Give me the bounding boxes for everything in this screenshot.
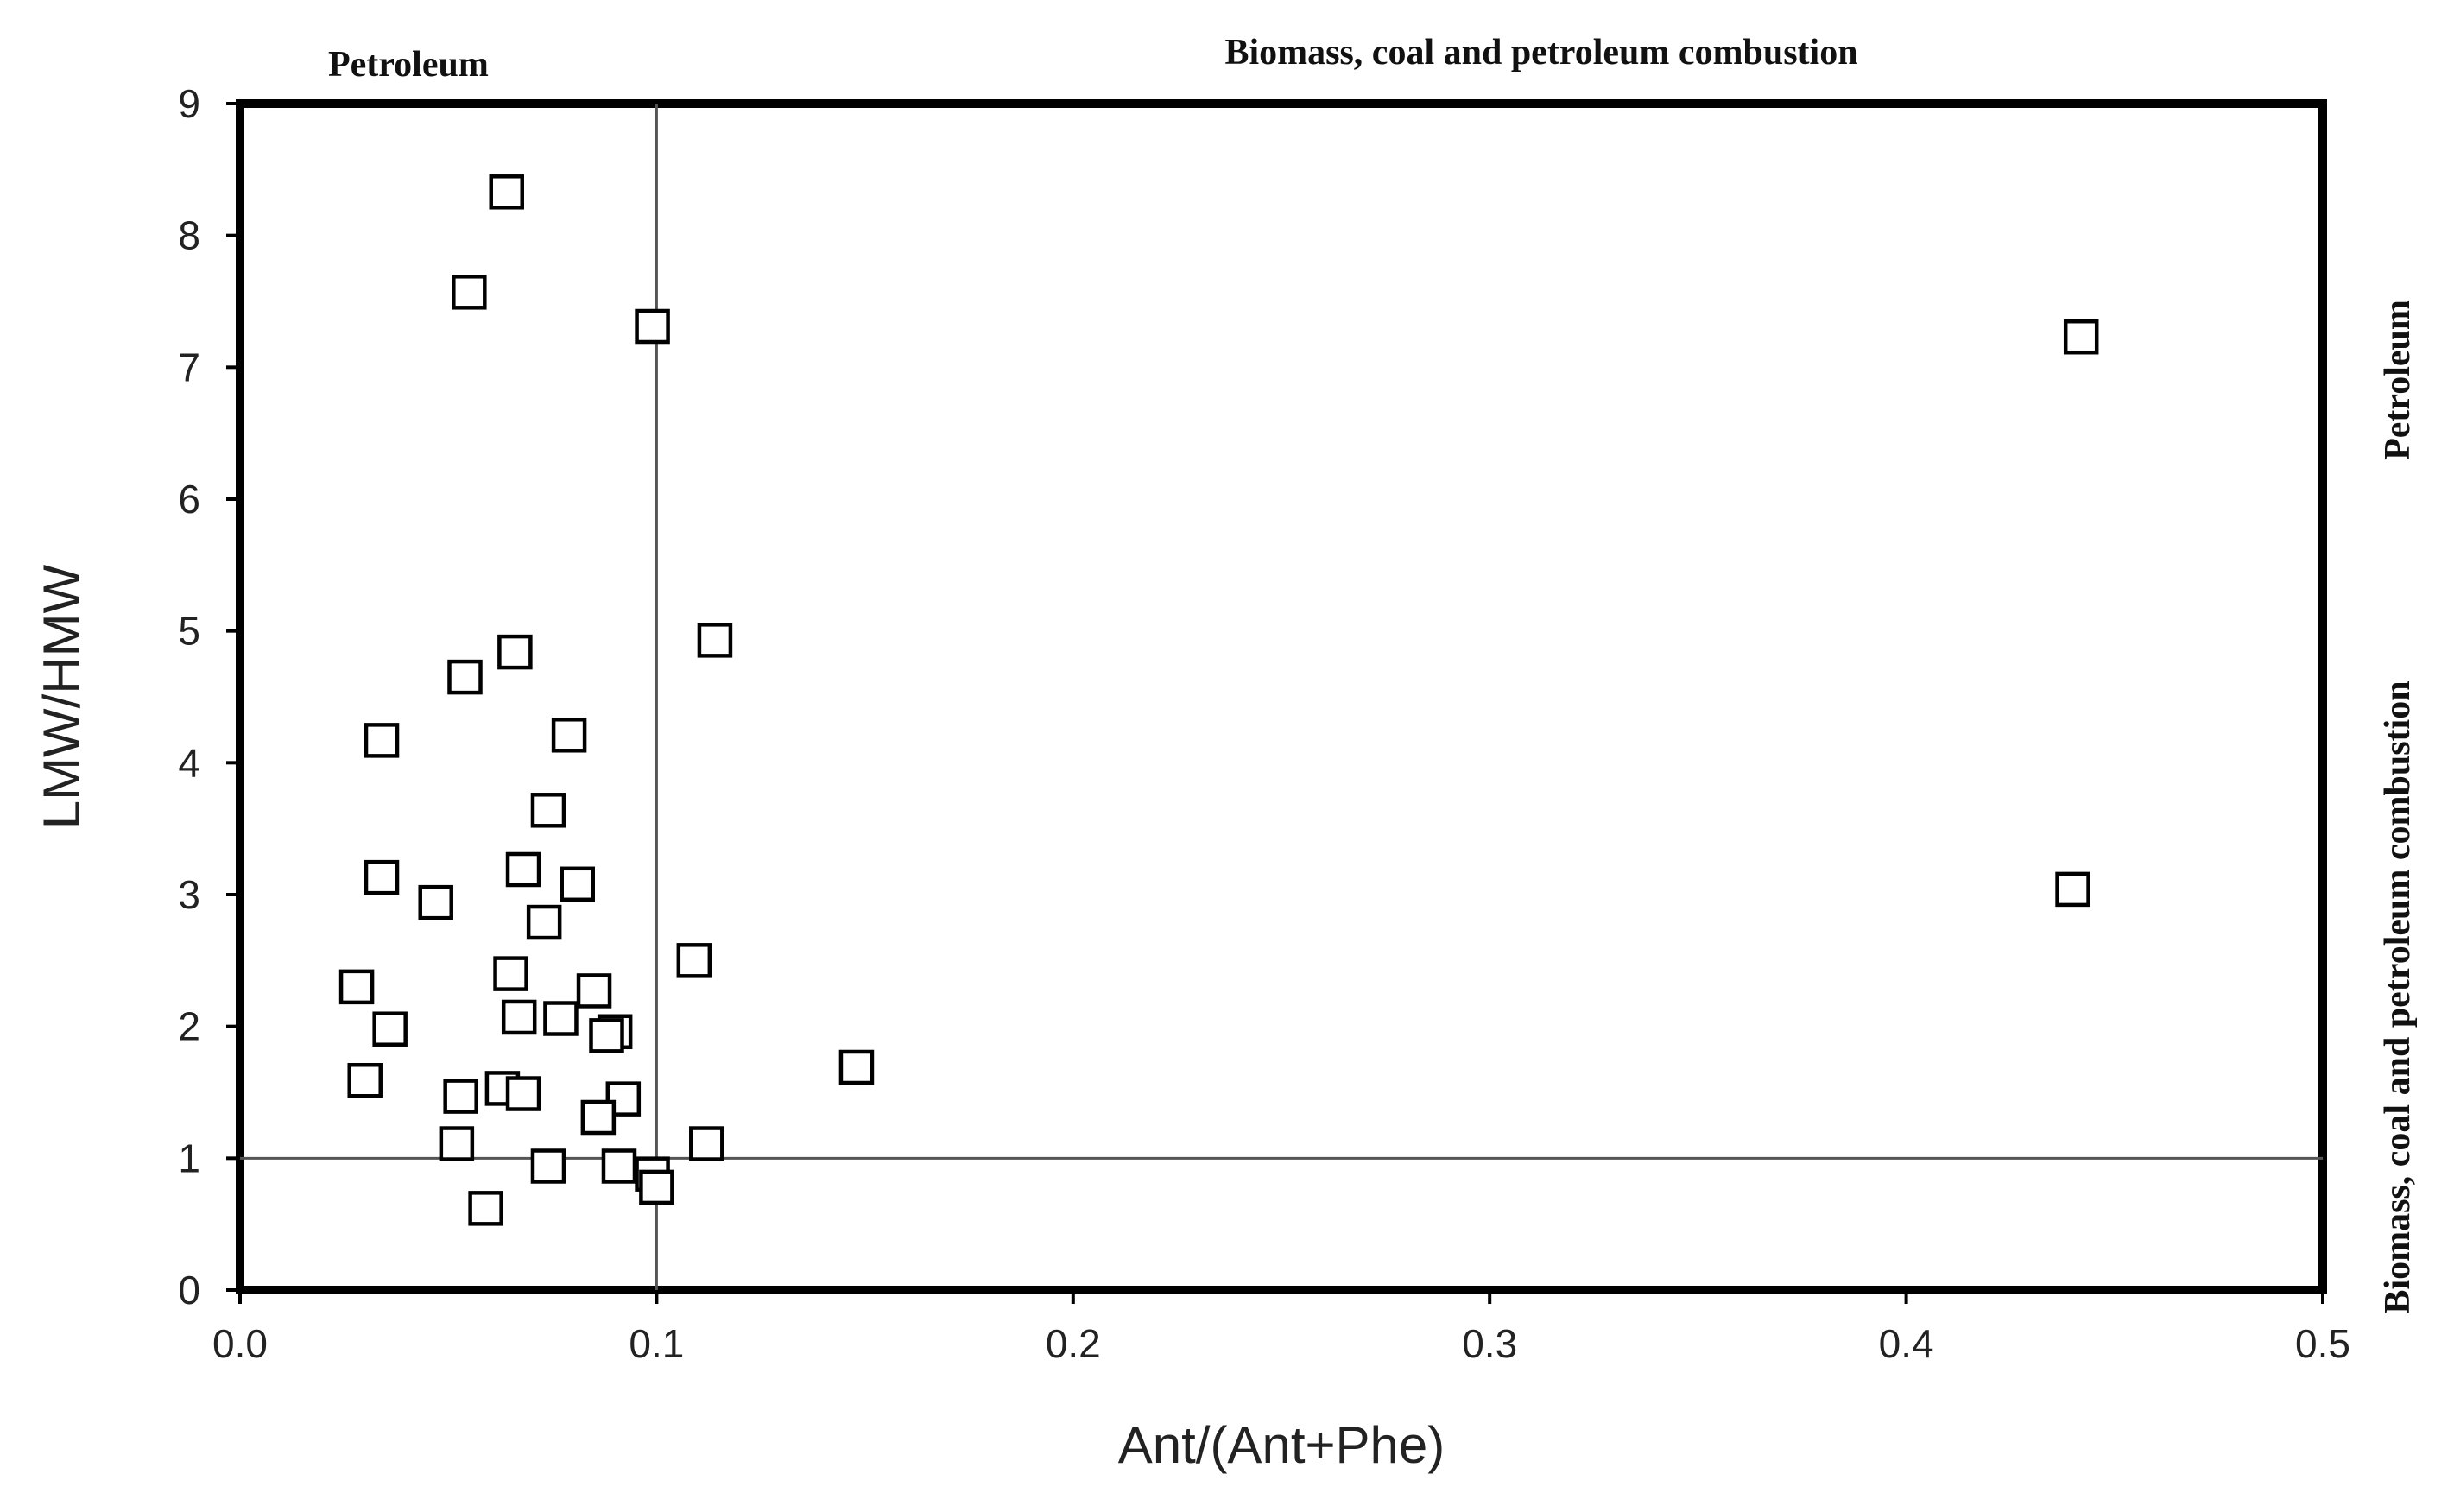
region-label-right-lower: Biomass, coal and petroleum combustion xyxy=(2378,680,2418,1313)
y-tick-label: 5 xyxy=(178,609,200,654)
plot-area xyxy=(236,99,2327,1294)
y-tick-label: 7 xyxy=(178,345,200,389)
data-point xyxy=(2063,319,2099,355)
region-label-top-left: Petroleum xyxy=(328,45,489,85)
y-axis-title: LMW/HMW xyxy=(33,564,91,829)
data-point xyxy=(697,623,733,658)
y-axis: 0 1 2 3 4 5 6 7 8 9 xyxy=(178,81,240,1313)
y-tick-label: 6 xyxy=(178,477,200,522)
region-label-top-right: Biomass, coal and petroleum combustion xyxy=(1224,33,1857,73)
data-point xyxy=(543,1001,579,1036)
data-point xyxy=(364,723,400,758)
data-point xyxy=(589,1018,624,1053)
data-points xyxy=(338,174,2099,1226)
data-point xyxy=(639,1169,674,1205)
data-point xyxy=(560,866,595,902)
data-point xyxy=(530,793,566,828)
y-tick-label: 0 xyxy=(178,1268,200,1313)
y-tick-label: 1 xyxy=(178,1136,200,1180)
data-point xyxy=(439,1126,475,1161)
x-tick-label: 0.5 xyxy=(2295,1321,2350,1366)
data-point xyxy=(468,1191,503,1226)
x-tick-label: 0.1 xyxy=(629,1321,684,1366)
data-point xyxy=(838,1049,875,1085)
data-point xyxy=(372,1011,408,1047)
data-point xyxy=(676,943,712,978)
data-point xyxy=(505,851,541,888)
x-axis: 0.0 0.1 0.2 0.3 0.4 0.5 xyxy=(212,1290,2350,1366)
x-tick-label: 0.2 xyxy=(1046,1321,1101,1366)
y-tick-label: 8 xyxy=(178,213,200,258)
data-point xyxy=(452,275,487,310)
data-point xyxy=(364,859,400,895)
data-point xyxy=(605,1081,642,1117)
region-label-right-upper: Petroleum xyxy=(2378,300,2418,460)
data-point xyxy=(635,308,670,345)
y-tick-label: 9 xyxy=(178,81,200,126)
y-tick-label: 3 xyxy=(178,872,200,917)
data-point xyxy=(418,884,453,920)
data-point xyxy=(576,973,612,1009)
data-point xyxy=(689,1126,724,1161)
data-point xyxy=(497,634,533,670)
data-point xyxy=(443,1079,478,1114)
data-point xyxy=(551,718,587,753)
data-point xyxy=(347,1063,383,1098)
plot-frame xyxy=(236,99,2327,1294)
data-point xyxy=(580,1099,617,1136)
data-point xyxy=(338,969,375,1005)
data-point xyxy=(601,1148,637,1184)
x-tick-label: 0.4 xyxy=(1879,1321,1934,1366)
data-point xyxy=(447,659,483,695)
y-tick-label: 4 xyxy=(178,740,200,785)
x-tick-label: 0.0 xyxy=(212,1321,268,1366)
x-tick-label: 0.3 xyxy=(1462,1321,1517,1366)
data-point xyxy=(493,956,528,991)
data-point xyxy=(530,1148,566,1184)
data-point xyxy=(501,999,537,1035)
x-axis-title: Ant/(Ant+Phe) xyxy=(1118,1416,1445,1474)
data-point xyxy=(526,904,562,940)
y-tick-label: 2 xyxy=(178,1004,200,1049)
data-point xyxy=(2055,871,2090,908)
data-point xyxy=(505,1076,541,1111)
data-point xyxy=(489,174,524,210)
